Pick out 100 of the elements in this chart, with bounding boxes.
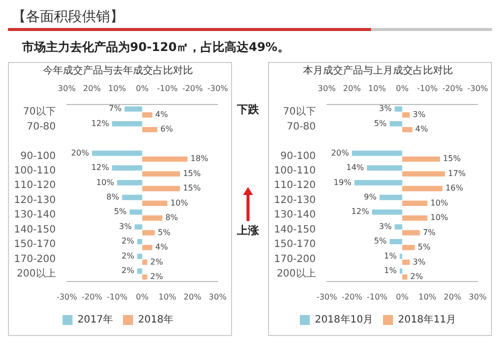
y-tick-label: 120-130 (274, 194, 316, 206)
y-tick-label: 200以上 (16, 268, 56, 280)
y-tick-label: 120-130 (14, 194, 56, 206)
y-tick-label: 130-140 (14, 210, 56, 221)
data-label: 18% (190, 154, 209, 164)
y-tick-label: 70以下 (283, 106, 316, 118)
x-tick-label: -10% (106, 292, 128, 302)
x-tick-label: -20% (342, 292, 363, 302)
x2-tick-label: -20% (442, 84, 464, 93)
text: 下跌 (237, 102, 259, 117)
data-label: 1% (384, 266, 398, 276)
x-tick-label: 0% (396, 292, 409, 302)
x2-tick-label: 10% (368, 84, 386, 93)
x2-tick-label: 20% (83, 84, 102, 93)
x-tick-label: 20% (184, 292, 202, 302)
data-label: 3% (412, 110, 426, 119)
x2-tick-label: -10% (417, 84, 438, 93)
data-label: 12% (91, 118, 110, 128)
data-label: 3% (378, 222, 392, 231)
y-tick-label: 140-150 (274, 224, 316, 236)
data-label: 5% (158, 228, 171, 237)
data-label: 8% (165, 213, 178, 222)
data-label: 5% (418, 242, 431, 252)
data-label: 17% (448, 168, 466, 178)
y-tick-label: 170-200 (274, 254, 316, 265)
y-tick-label: 130-140 (274, 210, 316, 221)
x2-tick-label: 30% (318, 84, 336, 93)
data-label: 10% (430, 213, 449, 222)
data-label: 15% (442, 154, 462, 164)
legend-label: 2018年10月 (314, 314, 374, 326)
y-tick-label: 110-120 (14, 180, 56, 192)
x2-tick-label: 30% (58, 84, 76, 93)
legend-label: 2018年11月 (398, 314, 456, 326)
data-label: 2% (121, 251, 135, 260)
data-label: 10% (96, 178, 114, 187)
x2-tick-label: 10% (108, 84, 126, 93)
x-tick-label: -30% (56, 292, 78, 302)
y-tick-label: 200以上 (276, 268, 316, 280)
y-tick-label: 70-80 (286, 121, 316, 132)
text: 【各面积段供销】 (11, 8, 125, 26)
x-tick-label: 0% (136, 292, 149, 302)
data-label: 4% (415, 124, 428, 134)
x-tick-label: -30% (316, 292, 338, 302)
y-tick-label: 150-170 (14, 239, 56, 250)
x-tick-label: -10% (366, 292, 388, 302)
data-label: 2% (410, 272, 424, 282)
data-label: 7% (422, 228, 436, 237)
y-tick-label: 70-80 (26, 121, 56, 132)
x2-tick-label: 0% (136, 84, 149, 93)
data-label: 15% (182, 184, 202, 193)
x2-tick-label: -30% (207, 84, 228, 93)
y-tick-label: 140-150 (14, 224, 56, 236)
data-label: 4% (155, 242, 168, 252)
data-label: 2% (150, 257, 164, 266)
x-tick-label: 10% (418, 292, 437, 302)
y-tick-label: 90-100 (280, 150, 316, 162)
y-tick-label: 170-200 (14, 254, 56, 265)
data-label: 20% (331, 148, 350, 158)
text: 上涨 (237, 223, 259, 238)
data-label: 20% (71, 148, 90, 158)
legend-label: 2017年 (78, 314, 114, 326)
data-label: 9% (364, 192, 377, 202)
data-label: 12% (91, 163, 110, 172)
data-label: 15% (182, 168, 202, 178)
y-tick-label: 100-110 (274, 165, 316, 176)
data-label: 19% (334, 178, 352, 187)
y-tick-label: 100-110 (14, 165, 56, 176)
data-label: 10% (430, 198, 449, 208)
x-tick-label: 30% (208, 292, 227, 302)
data-label: 14% (346, 163, 364, 172)
data-label: 2% (121, 266, 135, 276)
x2-tick-label: 20% (343, 84, 362, 93)
y-tick-label: 70以下 (23, 106, 56, 118)
data-label: 6% (160, 124, 174, 134)
data-label: 3% (378, 104, 392, 114)
x-tick-label: 30% (468, 292, 487, 302)
data-label: 2% (150, 272, 164, 282)
data-label: 5% (374, 236, 388, 246)
data-label: 3% (412, 257, 426, 266)
data-label: 5% (374, 118, 388, 128)
x2-tick-label: -10% (157, 84, 178, 93)
data-label: 2% (121, 236, 135, 246)
text: 市场主力去化产品为90-120㎡，占比高达49%。 (22, 39, 290, 56)
x2-tick-label: 0% (396, 84, 409, 93)
chart-title: 今年成交产品与去年成交占比对比 (43, 64, 193, 77)
chart-title: 本月成交产品与上月成交占比对比 (303, 64, 453, 77)
data-label: 16% (445, 184, 464, 193)
data-label: 8% (106, 192, 120, 202)
data-label: 7% (108, 104, 122, 114)
y-tick-label: 90-100 (20, 150, 56, 162)
y-tick-label: 110-120 (274, 180, 316, 192)
data-label: 12% (351, 207, 370, 216)
data-label: 5% (114, 207, 128, 216)
x-tick-label: -20% (82, 292, 103, 302)
x-tick-label: 10% (158, 292, 177, 302)
legend-label: 2018年 (138, 314, 174, 326)
data-label: 10% (170, 198, 189, 208)
x2-tick-label: -20% (182, 84, 204, 93)
data-label: 4% (155, 110, 168, 119)
x2-tick-label: -30% (467, 84, 488, 93)
